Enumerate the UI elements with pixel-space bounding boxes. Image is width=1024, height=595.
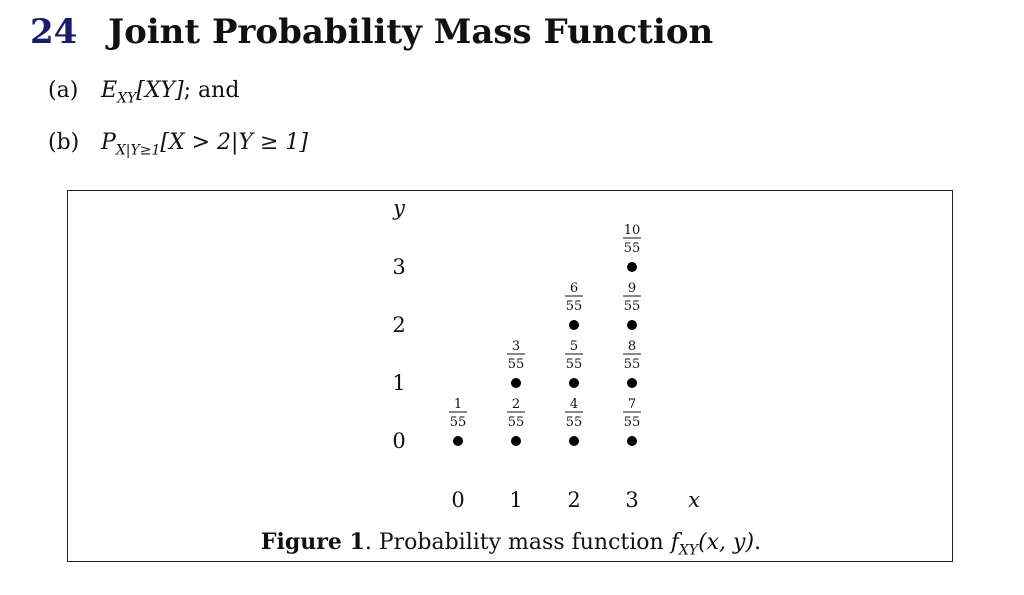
y-tick-label: 1: [392, 371, 405, 395]
probability-numerator: 1: [454, 397, 462, 412]
pmf-point: [627, 320, 637, 330]
probability-denominator: 55: [624, 415, 641, 430]
pmf-point: [511, 436, 521, 446]
section-title: Joint Probability Mass Function: [108, 12, 714, 52]
probability-denominator: 55: [624, 299, 641, 314]
pmf-point: [569, 378, 579, 388]
caption-end: .: [754, 530, 762, 555]
caption-text: . Probability mass function: [364, 530, 671, 555]
probability-numerator: 4: [570, 397, 578, 412]
expectation-subscript: XY: [117, 90, 137, 107]
x-tick-label: 2: [567, 488, 580, 512]
x-tick-label: 1: [509, 488, 522, 512]
probability-numerator: 7: [628, 397, 636, 412]
pmf-point: [627, 262, 637, 272]
probability-numerator: 8: [628, 339, 636, 354]
pmf-point: [627, 436, 637, 446]
probability-symbol: P: [101, 130, 116, 155]
list-item-b: (b) PX|Y≥1[X > 2|Y ≥ 1]: [48, 130, 308, 158]
figure-caption: Figure 1. Probability mass function fXY(…: [68, 529, 954, 558]
y-tick-label: 0: [392, 429, 405, 453]
probability-denominator: 55: [566, 415, 583, 430]
x-axis-label: x: [688, 488, 700, 512]
probability-denominator: 55: [566, 299, 583, 314]
caption-math-subscript: XY: [678, 542, 699, 559]
probability-denominator: 55: [624, 357, 641, 372]
probability-numerator: 9: [628, 281, 636, 296]
section-number: 24: [30, 12, 78, 52]
caption-math-args: (x, y): [698, 530, 755, 555]
x-tick-label: 0: [451, 488, 464, 512]
expectation-argument: [XY]: [136, 78, 184, 103]
probability-denominator: 55: [450, 415, 467, 430]
probability-denominator: 55: [508, 357, 525, 372]
probability-argument: [X > 2|Y ≥ 1]: [160, 130, 308, 155]
caption-math: f: [670, 530, 679, 555]
figure-box: 0 1 2 3 y 0 1 2 3 x 1 55 2 55 3 55 4 55 5 55 6 55 7 55 8 55 9 55 10 5…: [67, 190, 953, 562]
y-tick-label: 2: [392, 313, 405, 337]
y-axis-label: y: [392, 196, 406, 220]
x-tick-label: 3: [625, 488, 638, 512]
probability-numerator: 10: [624, 223, 641, 238]
probability-numerator: 5: [570, 339, 578, 354]
pmf-point: [511, 378, 521, 388]
pmf-point: [627, 378, 637, 388]
y-tick-label: 3: [392, 255, 405, 279]
probability-denominator: 55: [508, 415, 525, 430]
item-label: (b): [48, 130, 80, 155]
probability-denominator: 55: [624, 241, 641, 256]
item-tail: ; and: [183, 78, 240, 103]
expectation-symbol: E: [101, 78, 118, 103]
list-item-a: (a) EXY[XY]; and: [48, 78, 239, 106]
caption-label: Figure 1: [260, 529, 365, 555]
pmf-point: [569, 320, 579, 330]
probability-numerator: 2: [512, 397, 520, 412]
probability-denominator: 55: [566, 357, 583, 372]
probability-numerator: 3: [512, 339, 520, 354]
pmf-point: [453, 436, 463, 446]
section-heading: 24 Joint Probability Mass Function: [30, 12, 713, 52]
probability-numerator: 6: [570, 281, 578, 296]
item-label: (a): [48, 78, 79, 103]
pmf-point: [569, 436, 579, 446]
probability-subscript: X|Y≥1: [115, 142, 161, 159]
